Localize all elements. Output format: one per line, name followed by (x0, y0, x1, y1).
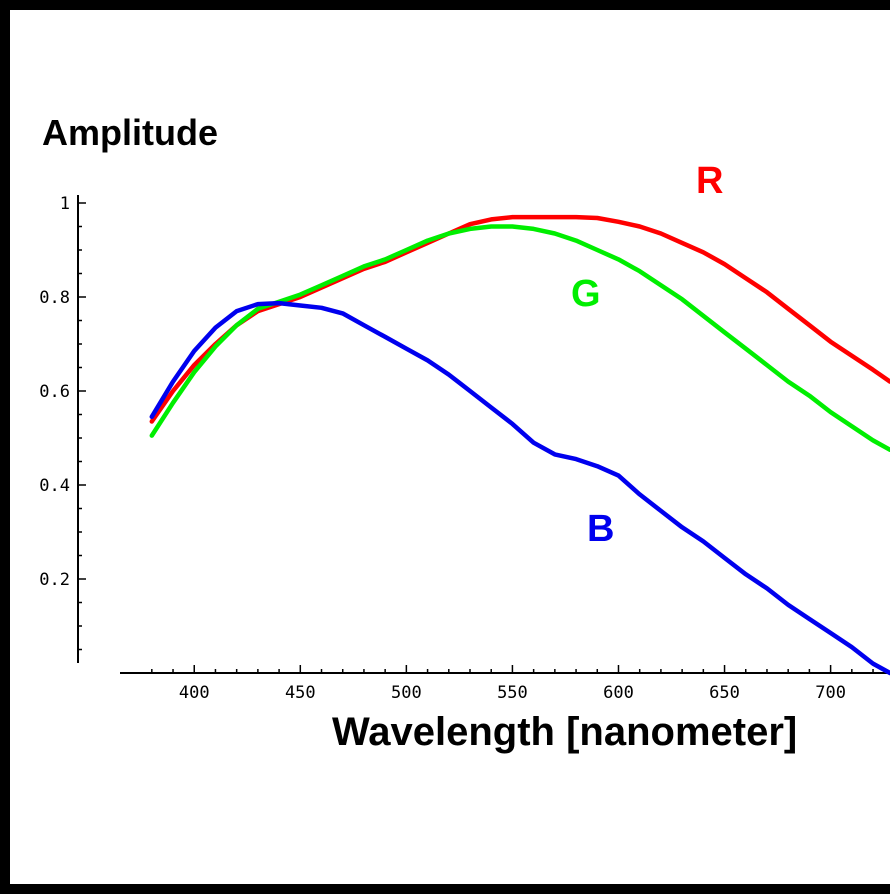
x-tick-label: 450 (285, 683, 316, 703)
y-tick-label: 0.2 (39, 570, 70, 590)
x-tick-label: 700 (815, 683, 846, 703)
x-tick-label: 550 (497, 683, 528, 703)
y-tick-label: 0.8 (39, 288, 70, 308)
axes-group: 0.2 0.4 0.6 0.8 1 400 450 500 550 600 650 700 (39, 194, 890, 703)
y-tick-label: 0.4 (39, 476, 70, 496)
series-lines (152, 217, 890, 673)
series-line-b (152, 303, 890, 673)
x-tick-label: 600 (603, 683, 634, 703)
chart-panel: Amplitude 0.2 0.4 0.6 0.8 1 400 450 500 550 600 65… (10, 10, 890, 884)
y-tick-label: 0.6 (39, 382, 70, 402)
series-label-b: B (587, 508, 614, 551)
x-tick-label: 650 (709, 683, 740, 703)
series-line-r (152, 217, 890, 421)
x-tick-label: 400 (179, 683, 210, 703)
series-line-g (152, 227, 890, 450)
y-tick-label: 1 (60, 194, 70, 214)
x-tick-label: 500 (391, 683, 422, 703)
series-label-g: G (571, 273, 601, 316)
series-label-r: R (696, 160, 723, 203)
x-axis-label: Wavelength [nanometer] (332, 710, 797, 755)
